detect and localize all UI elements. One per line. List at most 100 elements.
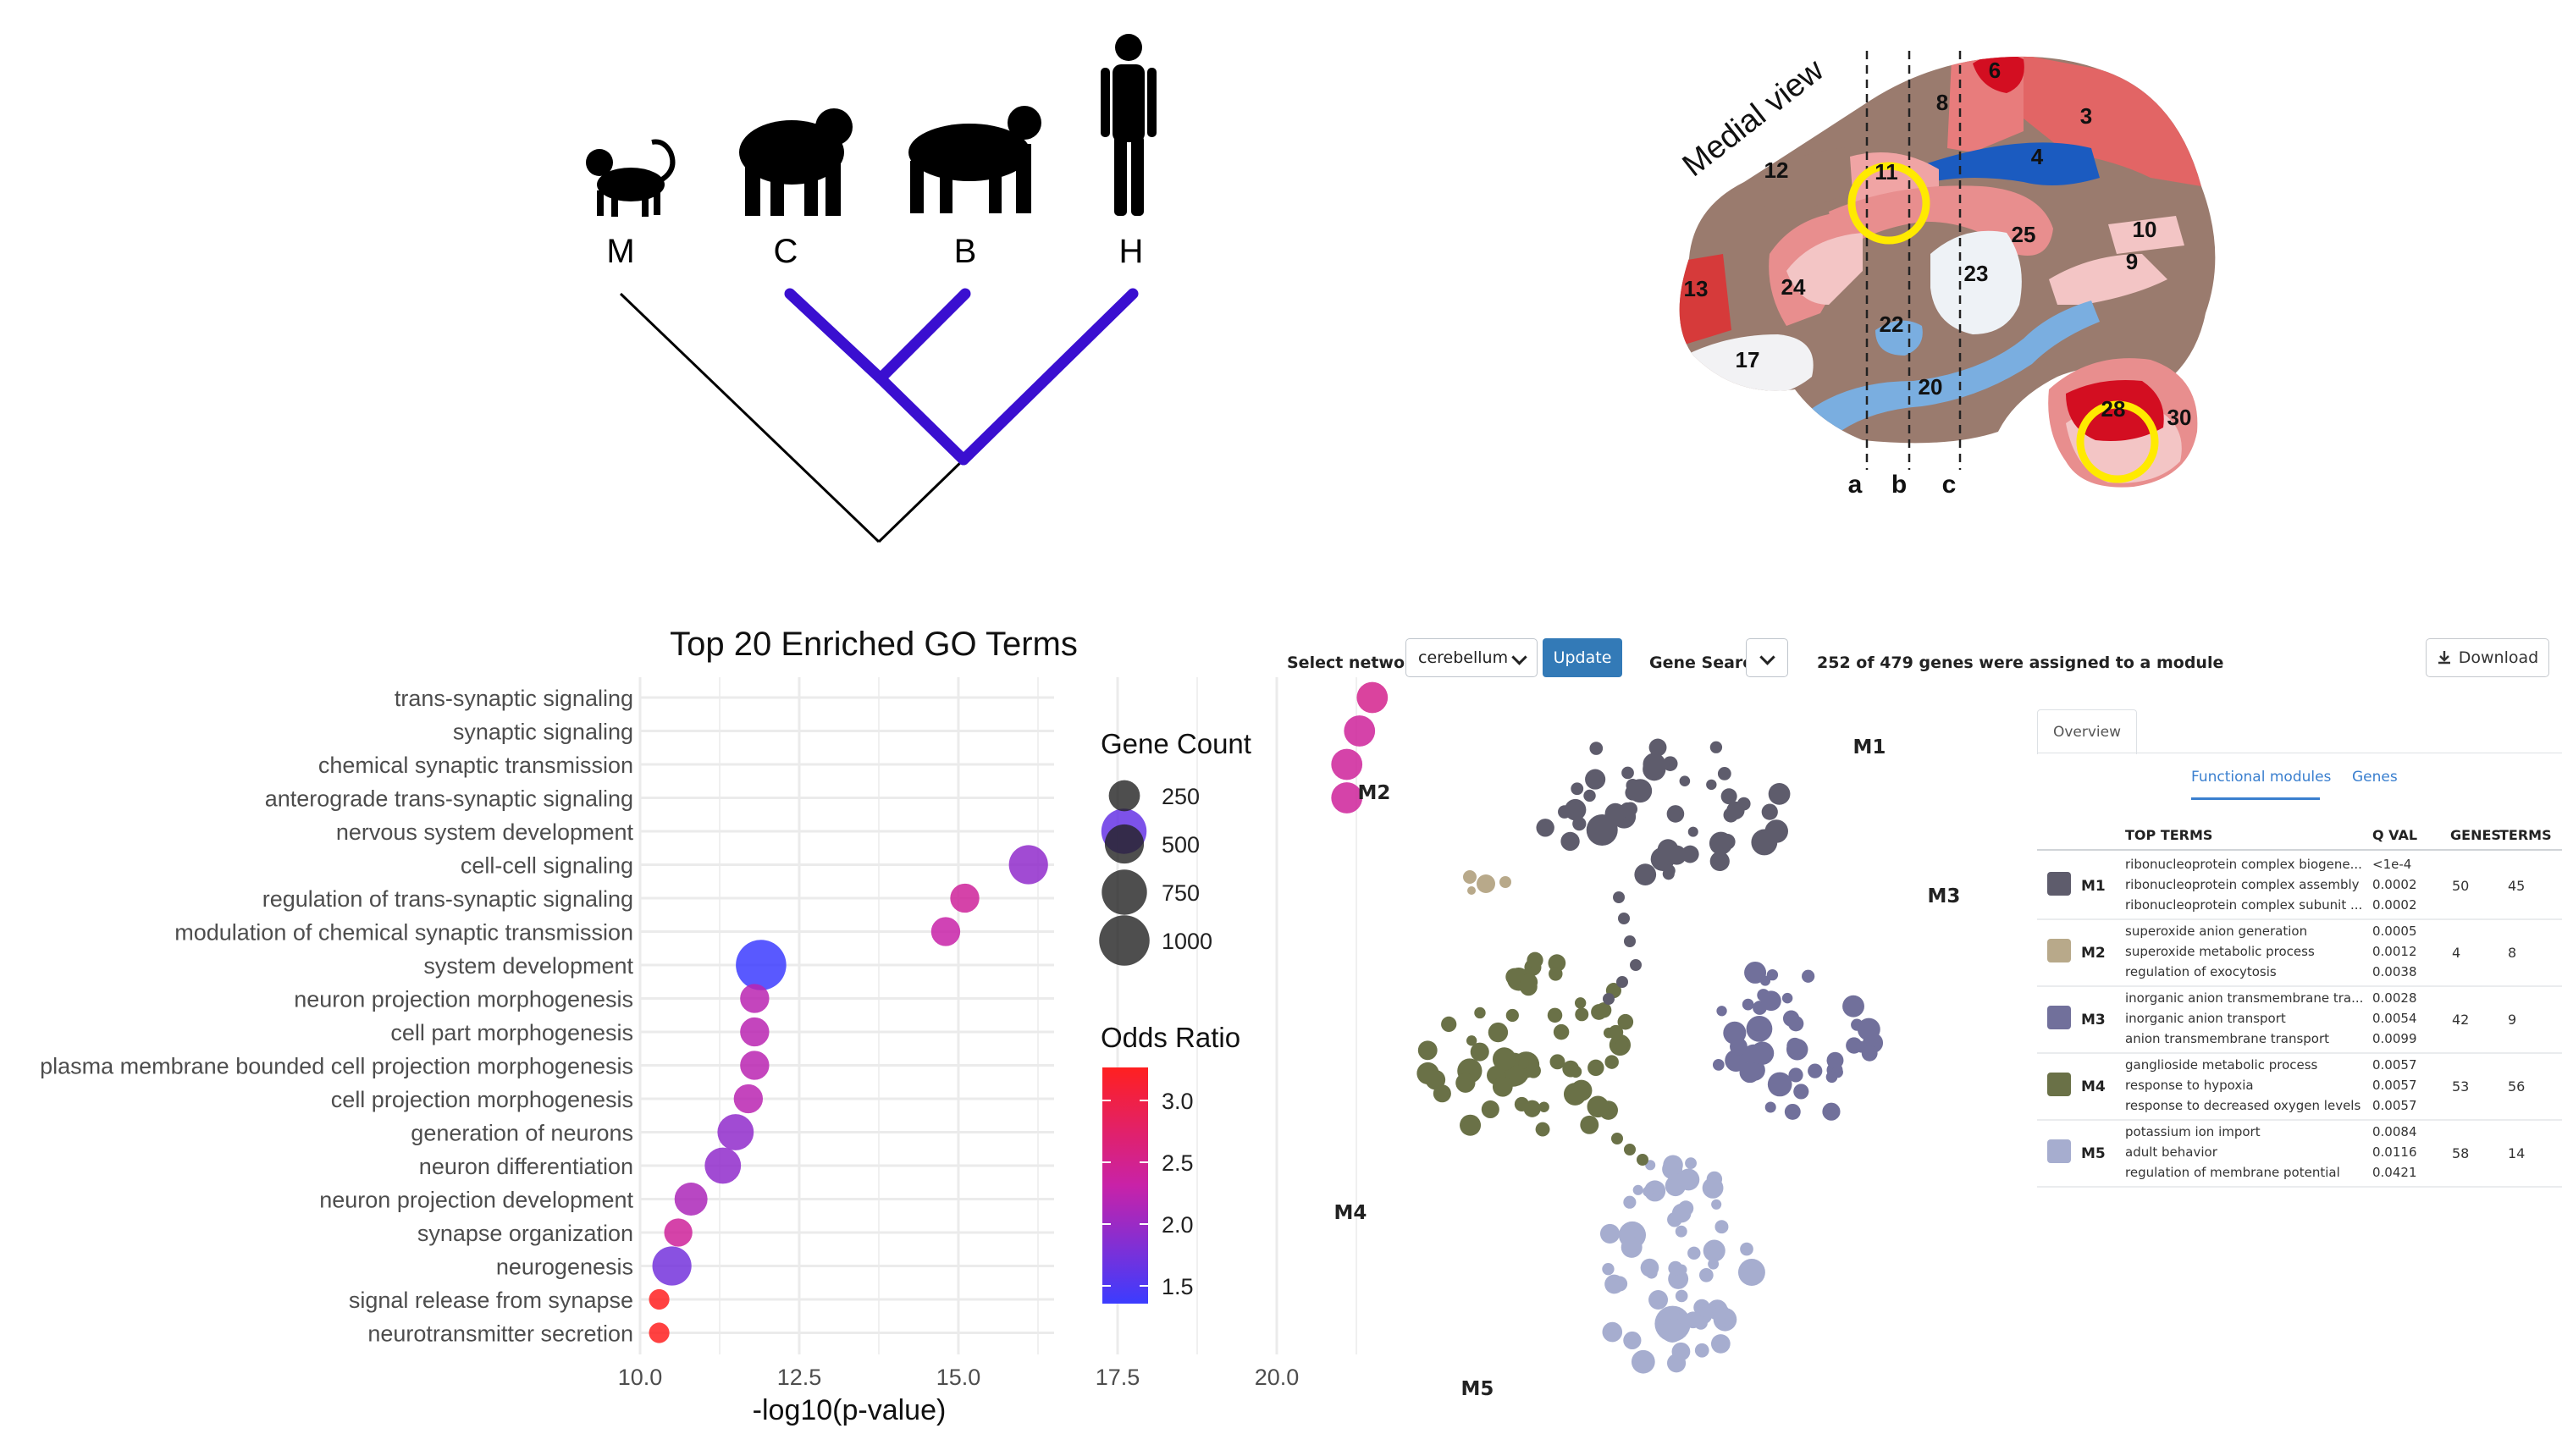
- network-node[interactable]: [1739, 1062, 1761, 1084]
- network-node[interactable]: [1759, 836, 1774, 851]
- network-node[interactable]: [1679, 775, 1691, 786]
- network-node[interactable]: [1460, 1114, 1482, 1136]
- network-node[interactable]: [1527, 951, 1543, 968]
- network-node[interactable]: [1599, 1223, 1621, 1244]
- network-node[interactable]: [1563, 1083, 1587, 1106]
- network-node[interactable]: [1466, 1035, 1477, 1046]
- network-node[interactable]: [1671, 1342, 1691, 1361]
- network-node[interactable]: [1740, 1242, 1753, 1256]
- network-node[interactable]: [1589, 742, 1604, 755]
- network-node[interactable]: [1677, 1168, 1700, 1191]
- network-node[interactable]: [1786, 1037, 1803, 1055]
- network-node[interactable]: [1709, 741, 1723, 753]
- network-node[interactable]: [1580, 1115, 1599, 1134]
- network-node[interactable]: [1548, 954, 1566, 973]
- network-node[interactable]: [1547, 1007, 1563, 1023]
- network-node[interactable]: [1720, 788, 1737, 805]
- network-node[interactable]: [1616, 976, 1628, 988]
- network-node[interactable]: [1842, 995, 1864, 1018]
- network-node[interactable]: [1499, 876, 1511, 888]
- network-node[interactable]: [1663, 1155, 1683, 1176]
- network-node[interactable]: [1660, 1320, 1684, 1343]
- network-node[interactable]: [1726, 801, 1745, 820]
- network-node[interactable]: [1553, 1023, 1570, 1040]
- network-node[interactable]: [1764, 1101, 1776, 1113]
- network-node[interactable]: [1602, 1321, 1623, 1343]
- network-node[interactable]: [1585, 769, 1606, 790]
- network-node[interactable]: [1624, 1144, 1636, 1155]
- network-node[interactable]: [1621, 766, 1634, 780]
- network-node[interactable]: [1596, 1002, 1612, 1018]
- network-node[interactable]: [1481, 1100, 1499, 1119]
- network-node[interactable]: [1570, 1065, 1582, 1078]
- network-node[interactable]: [1717, 767, 1731, 780]
- network-node[interactable]: [1746, 1016, 1773, 1042]
- network-node[interactable]: [1618, 913, 1630, 924]
- table-row[interactable]: M1 ribonucleoprotein complex biogene... ri…: [2037, 857, 2562, 920]
- network-node[interactable]: [1648, 738, 1667, 757]
- network-node[interactable]: [1722, 1316, 1736, 1330]
- network-node[interactable]: [1761, 803, 1778, 820]
- network-node[interactable]: [1634, 863, 1657, 886]
- network-node[interactable]: [1648, 1290, 1669, 1310]
- network-select[interactable]: cerebellum: [1405, 638, 1538, 677]
- network-node[interactable]: [1760, 990, 1781, 1012]
- network-node[interactable]: [1826, 1051, 1844, 1069]
- network-node[interactable]: [1708, 1258, 1720, 1270]
- network-node[interactable]: [1526, 1063, 1541, 1078]
- network-node[interactable]: [1719, 834, 1736, 850]
- network-node[interactable]: [1788, 1067, 1803, 1083]
- network-node[interactable]: [1583, 789, 1596, 802]
- network-node[interactable]: [1474, 1007, 1486, 1019]
- network-node[interactable]: [1575, 1007, 1589, 1022]
- network-node[interactable]: [1671, 1203, 1692, 1223]
- network-node[interactable]: [1604, 1274, 1625, 1294]
- network-node[interactable]: [1623, 1195, 1637, 1209]
- network-node[interactable]: [1706, 779, 1717, 791]
- network-node[interactable]: [1714, 1220, 1729, 1234]
- network-node[interactable]: [1662, 756, 1678, 771]
- network-node[interactable]: [1737, 1259, 1765, 1286]
- network-node[interactable]: [1744, 961, 1767, 984]
- table-row[interactable]: M2 superoxide anion generation superoxide …: [2037, 924, 2562, 987]
- network-node[interactable]: [1643, 1186, 1654, 1197]
- network-node[interactable]: [1514, 1096, 1529, 1112]
- network-node[interactable]: [1657, 839, 1679, 860]
- tab-overview[interactable]: Overview: [2037, 709, 2137, 754]
- subtab-genes[interactable]: Genes: [2352, 769, 2398, 786]
- network-node[interactable]: [1492, 1076, 1513, 1097]
- network-node[interactable]: [1764, 819, 1788, 843]
- network-node[interactable]: [1604, 1055, 1619, 1069]
- network-node[interactable]: [1822, 1102, 1841, 1121]
- network-node[interactable]: [1825, 1071, 1838, 1084]
- network-node[interactable]: [1857, 1018, 1880, 1041]
- network-node[interactable]: [1694, 1343, 1709, 1358]
- network-node[interactable]: [1602, 1262, 1615, 1276]
- network-node[interactable]: [1730, 1037, 1748, 1056]
- network-node[interactable]: [1675, 1225, 1687, 1238]
- network-node[interactable]: [1467, 886, 1476, 895]
- network-node[interactable]: [1702, 1177, 1724, 1199]
- network-node[interactable]: [1433, 1084, 1451, 1103]
- network-node[interactable]: [1643, 753, 1666, 776]
- network-node[interactable]: [1710, 1334, 1731, 1354]
- network-node[interactable]: [1620, 802, 1635, 818]
- network-node[interactable]: [1725, 1049, 1748, 1072]
- network-node[interactable]: [1685, 1157, 1697, 1170]
- network-node[interactable]: [1625, 785, 1641, 801]
- network-node[interactable]: [1615, 1039, 1628, 1051]
- network-node[interactable]: [1477, 874, 1495, 893]
- network-node[interactable]: [1781, 992, 1793, 1004]
- network-node[interactable]: [1549, 967, 1563, 981]
- subtab-functional-modules[interactable]: Functional modules: [2191, 769, 2332, 786]
- network-node[interactable]: [1709, 851, 1730, 872]
- table-row[interactable]: M5 potassium ion import adult behavior regu…: [2037, 1124, 2562, 1188]
- network-node[interactable]: [1630, 959, 1642, 971]
- network-node[interactable]: [1808, 1063, 1823, 1078]
- network-node[interactable]: [1417, 1040, 1438, 1061]
- network-node[interactable]: [1560, 831, 1580, 852]
- network-node[interactable]: [1687, 1246, 1701, 1260]
- network-node[interactable]: [1793, 1084, 1809, 1100]
- network-node[interactable]: [1492, 1047, 1516, 1071]
- network-node[interactable]: [1742, 998, 1754, 1011]
